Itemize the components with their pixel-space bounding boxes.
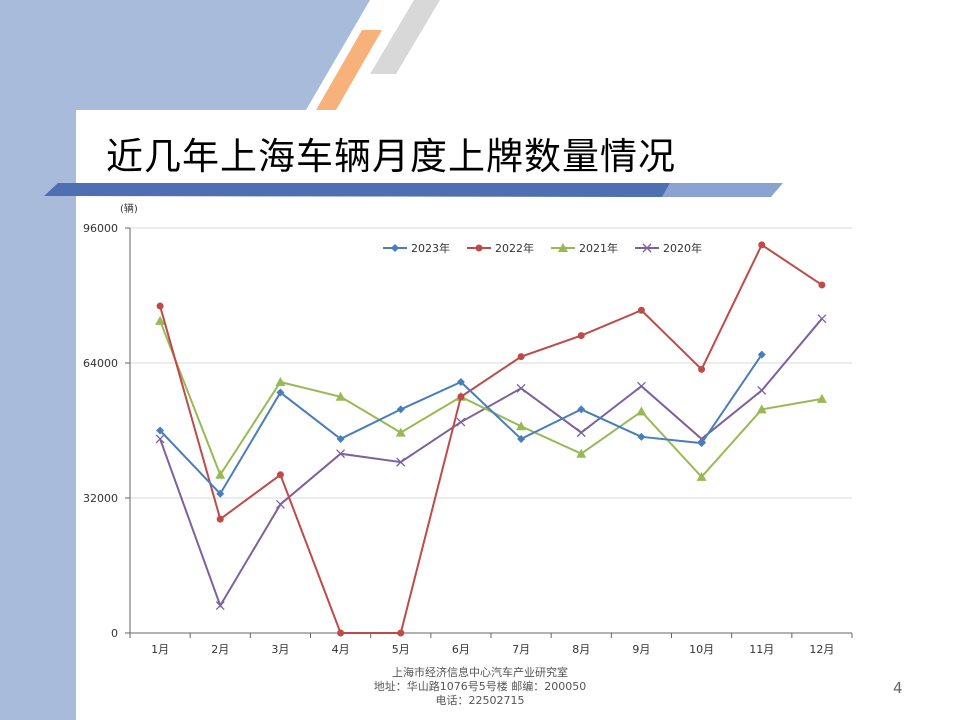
data-point-x — [155, 434, 165, 444]
footer: 上海市经济信息中心汽车产业研究室 地址：华山路1076号5号楼 邮编：20005… — [340, 666, 620, 708]
data-point-triangle — [335, 391, 346, 401]
series-line — [159, 318, 823, 608]
y-axis-label: (辆) — [120, 202, 138, 215]
data-point-diamond — [156, 426, 165, 435]
legend-label: 2021年 — [579, 241, 618, 255]
data-point-x — [456, 417, 466, 427]
data-point-diamond — [336, 434, 345, 443]
data-point-triangle — [558, 243, 568, 252]
data-point-triangle — [696, 471, 707, 481]
x-tick-label: 4月 — [332, 643, 350, 656]
x-tick-label: 2月 — [211, 643, 229, 656]
data-point-diamond — [396, 405, 405, 414]
data-point-triangle — [395, 427, 406, 437]
legend-label: 2022年 — [495, 241, 534, 255]
data-point-diamond — [637, 432, 646, 441]
data-point-circle — [276, 471, 284, 479]
data-point-triangle — [155, 315, 166, 325]
series-line — [159, 243, 823, 634]
footer-phone: 电话：22502715 — [435, 694, 525, 707]
data-point-x — [757, 385, 767, 395]
y-tick-label: 0 — [111, 627, 118, 640]
sidebar-panel — [0, 0, 370, 720]
gray-accent-stripe — [370, 0, 440, 74]
data-point-circle — [818, 281, 826, 289]
data-point-diamond — [757, 350, 766, 359]
data-point-diamond — [697, 439, 706, 448]
legend-label: 2023年 — [411, 241, 450, 255]
y-tick-label: 32000 — [83, 492, 118, 505]
footer-org: 上海市经济信息中心汽车产业研究室 — [392, 666, 568, 679]
data-point-diamond — [577, 405, 586, 414]
data-point-x — [817, 314, 827, 324]
data-point-circle — [577, 332, 585, 340]
data-point-diamond — [456, 377, 465, 386]
data-point-diamond — [517, 434, 526, 443]
x-tick-label: 11月 — [749, 643, 774, 656]
data-point-circle — [337, 629, 345, 637]
title-underline-bar — [44, 183, 670, 197]
data-point-x — [697, 434, 707, 444]
data-point-diamond — [216, 489, 225, 498]
data-point-x — [215, 601, 225, 611]
data-point-circle — [698, 365, 706, 373]
line-chart: 0 32000 64000 96000 1月 2月 3月 4月 5月 6月 7月 8月 9月 10月 11月… — [83, 202, 853, 656]
data-point-triangle — [576, 448, 587, 458]
title-card — [76, 110, 960, 196]
x-tick-label: 12月 — [809, 643, 834, 656]
data-point-circle — [397, 629, 405, 637]
slide-title: 近几年上海车辆月度上牌数量情况 — [106, 135, 676, 178]
data-point-circle — [216, 515, 224, 523]
data-point-circle — [637, 306, 645, 314]
data-point-x — [275, 499, 285, 509]
data-point-x — [336, 449, 346, 459]
data-point-triangle — [636, 406, 647, 416]
data-point-circle — [758, 241, 766, 249]
data-point-x — [636, 381, 646, 391]
y-tick-label: 64000 — [83, 357, 118, 370]
legend-label: 2020年 — [663, 241, 702, 255]
data-point-x — [576, 428, 586, 438]
data-point-triangle — [816, 393, 827, 403]
data-point-x — [396, 457, 406, 467]
data-point-circle — [475, 244, 483, 252]
x-tick-label: 10月 — [689, 643, 714, 656]
data-point-diamond — [391, 244, 399, 252]
data-point-triangle — [275, 376, 286, 386]
data-point-triangle — [516, 421, 527, 431]
x-tick-label: 6月 — [452, 643, 470, 656]
x-tick-label: 5月 — [392, 643, 410, 656]
x-tick-label: 8月 — [572, 643, 590, 656]
data-point-triangle — [215, 469, 226, 479]
data-point-triangle — [756, 404, 767, 414]
series-line — [159, 354, 763, 496]
orange-accent-stripe — [316, 30, 382, 110]
data-point-circle — [156, 302, 164, 310]
x-tick-label: 3月 — [271, 643, 289, 656]
x-tick-label: 1月 — [151, 643, 169, 656]
data-point-diamond — [276, 388, 285, 397]
data-point-x — [516, 383, 526, 393]
data-point-circle — [457, 393, 465, 401]
y-tick-label: 96000 — [83, 222, 118, 235]
footer-address: 地址：华山路1076号5号楼 邮编：200050 — [373, 680, 587, 693]
x-tick-label: 9月 — [632, 643, 650, 656]
series-line — [159, 320, 823, 479]
page-number: 4 — [893, 679, 903, 697]
title-underline-bar-light — [662, 183, 783, 197]
data-point-circle — [517, 353, 525, 361]
x-tick-label: 7月 — [512, 643, 530, 656]
data-point-x — [642, 243, 652, 253]
